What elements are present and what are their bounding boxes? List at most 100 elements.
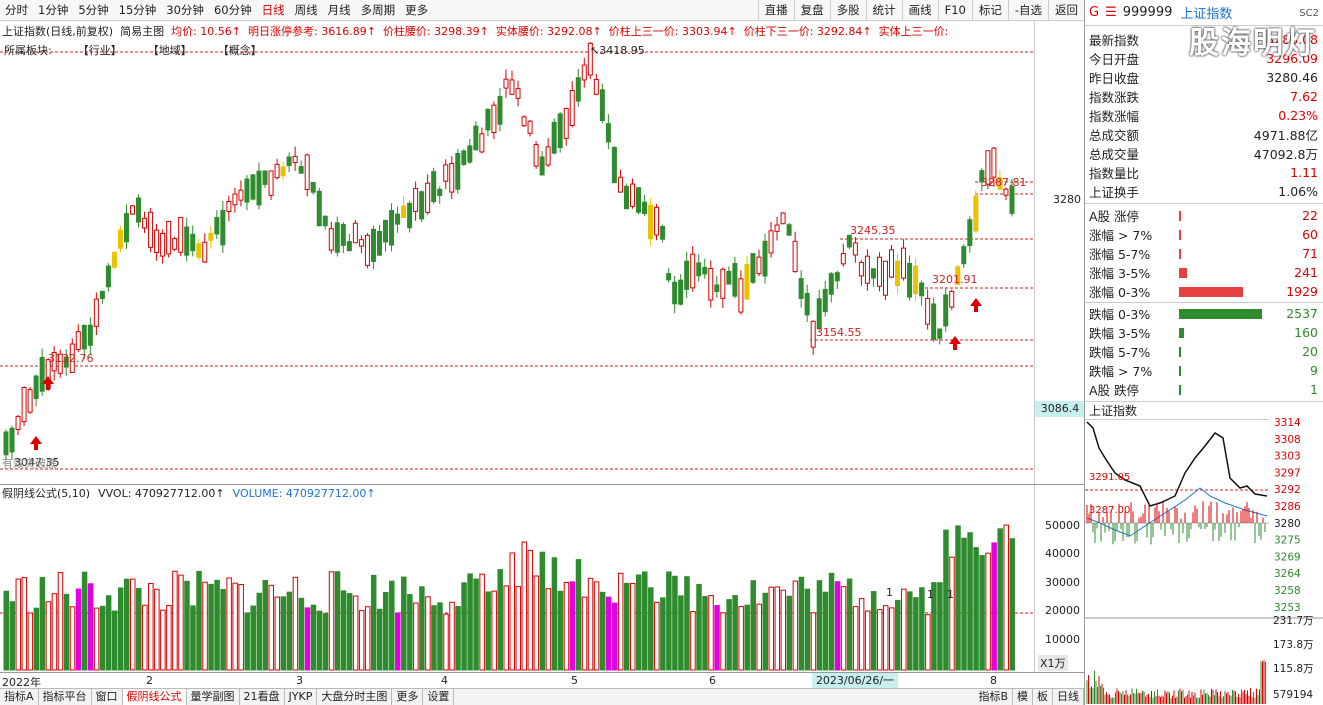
candle-body (111, 251, 117, 268)
volume-bar (358, 610, 365, 671)
toolbar-button[interactable]: 画线 (901, 0, 938, 21)
indicator-tab[interactable]: 更多 (392, 689, 424, 705)
quote-header: G ☰ 999999 上证指数 SC2 (1085, 0, 1323, 26)
period-button[interactable]: 1分钟 (38, 2, 69, 17)
candle-body (15, 415, 21, 430)
period-button[interactable]: 日线 (261, 2, 285, 17)
bottom-right-tab[interactable]: 指标B (974, 689, 1013, 705)
bottom-right-tab[interactable]: 板 (1033, 689, 1053, 705)
period-button[interactable]: 5分钟 (78, 2, 109, 17)
volume-formula-name[interactable]: 假阴线公式(5,10) (2, 487, 91, 500)
bottom-right-tab[interactable]: 模 (1013, 689, 1033, 705)
buy-arrow-icon (970, 298, 982, 312)
candle-body (726, 270, 732, 285)
volume-axis-label: 40000 (1045, 547, 1080, 560)
volume-bar (822, 591, 829, 671)
volume-bar (846, 578, 853, 671)
indicator-tab[interactable]: 设置 (423, 689, 455, 705)
volume-bar (93, 607, 100, 671)
candle-body (413, 187, 419, 212)
toolbar-button[interactable]: 多股 (829, 0, 866, 21)
indicator-tab[interactable]: 假阴线公式 (122, 689, 187, 705)
candle-body (443, 164, 449, 182)
period-button[interactable]: 月线 (327, 2, 351, 17)
bottom-right-tab[interactable]: 日线 (1053, 689, 1084, 705)
breadth-value: 1929 (1286, 284, 1318, 299)
breadth-row: 涨幅 3-5% 241 (1085, 263, 1323, 282)
pane-divider[interactable] (0, 484, 1084, 485)
indicator-tab[interactable]: 指标A (0, 689, 39, 705)
candlestick-chart[interactable]: ↖3418.95 3132.76 3154.55 3245.35 3201.91 3287… (0, 42, 1034, 484)
price-level-label: 3287.81 (981, 176, 1027, 189)
group-indicator[interactable]: G (1089, 5, 1100, 20)
candle-body (997, 177, 1003, 190)
volume-bar (563, 582, 570, 671)
sector-region[interactable]: 【地域】 (147, 44, 192, 57)
breadth-value: 60 (1302, 227, 1318, 242)
candle-body (979, 170, 985, 183)
candle-body (937, 328, 943, 339)
indicator-tab[interactable]: 指标平台 (39, 689, 92, 705)
indicator-tab[interactable]: 大盘分时主图 (317, 689, 393, 705)
menu-icon[interactable]: ☰ (1105, 5, 1117, 20)
indicator-tab[interactable]: JYKP (285, 689, 318, 705)
candle-body (322, 215, 328, 227)
candle-body (738, 278, 744, 313)
stat-row: 指数量比 1.11 (1085, 163, 1323, 182)
indicator-tab[interactable]: 窗口 (92, 689, 123, 705)
period-button[interactable]: 更多 (405, 2, 429, 17)
candle-body (611, 146, 617, 184)
candle-body (136, 197, 142, 223)
period-button[interactable]: 多周期 (360, 2, 396, 17)
candle-body (949, 290, 955, 308)
candle-body (744, 264, 750, 300)
toolbar-button[interactable]: -自选 (1007, 0, 1048, 21)
stat-value: 0.23% (1278, 108, 1318, 123)
volume-bar (949, 556, 955, 671)
toolbar-button[interactable]: 返回 (1048, 0, 1084, 21)
sector-concept[interactable]: 【概念】 (217, 44, 262, 57)
candle-body (389, 210, 395, 246)
period-button[interactable]: 60分钟 (213, 2, 252, 17)
toolbar-button[interactable]: 复盘 (793, 0, 830, 21)
period-button[interactable]: 周线 (294, 2, 318, 17)
volume-bar (57, 572, 64, 671)
candle-body (250, 174, 256, 200)
toolbar-button[interactable]: 统计 (865, 0, 902, 21)
breadth-value: 241 (1294, 265, 1318, 280)
candle-body (376, 230, 382, 256)
indicator-tab[interactable]: 21看盘 (240, 689, 285, 705)
intraday-mini-chart[interactable]: 3314 3308 3303 3297 3292 3286 3280 3275 3269 3264… (1085, 418, 1323, 705)
volume-bar (690, 610, 696, 671)
toolbar-button[interactable]: F10 (937, 0, 972, 21)
toolbar-button[interactable]: 直播 (757, 0, 794, 21)
volume-bar (39, 576, 46, 671)
main-chart-selector[interactable]: 简易主图 (120, 25, 165, 38)
volume-bar (479, 573, 485, 671)
mini-label: 3287.00 (1089, 505, 1130, 516)
volume-bar (383, 591, 389, 671)
volume-note: 1 (886, 586, 893, 599)
sc-tag[interactable]: SC2 (1299, 8, 1319, 19)
sector-industry[interactable]: 【行业】 (77, 44, 122, 57)
period-button[interactable]: 分时 (5, 2, 28, 17)
breadth-bar (1179, 286, 1243, 297)
volume-axis: 50000 40000 30000 20000 10000 X1万 (1034, 485, 1084, 672)
volume-bar (985, 552, 991, 671)
volume-bar (148, 582, 154, 671)
volume-bar (997, 528, 1003, 671)
candle-body (154, 229, 160, 253)
toolbar-button[interactable]: 标记 (971, 0, 1008, 21)
period-button[interactable]: 15分钟 (118, 2, 157, 17)
breadth-value: 20 (1302, 344, 1318, 359)
volume-bar (485, 591, 491, 671)
mini-price-label: 3280 (1274, 518, 1301, 530)
candle-body (196, 243, 202, 258)
market-breadth: A股 涨停 22 涨幅 > 7% 60 涨幅 5-7% 71 涨幅 3-5% 241 涨幅 0-… (1085, 204, 1323, 402)
period-button[interactable]: 30分钟 (166, 2, 204, 17)
candle-body (3, 431, 9, 456)
indicator-tab[interactable]: 量学副图 (187, 689, 240, 705)
date-axis-label: 2022年 (2, 676, 41, 689)
volume-bar (455, 606, 461, 671)
